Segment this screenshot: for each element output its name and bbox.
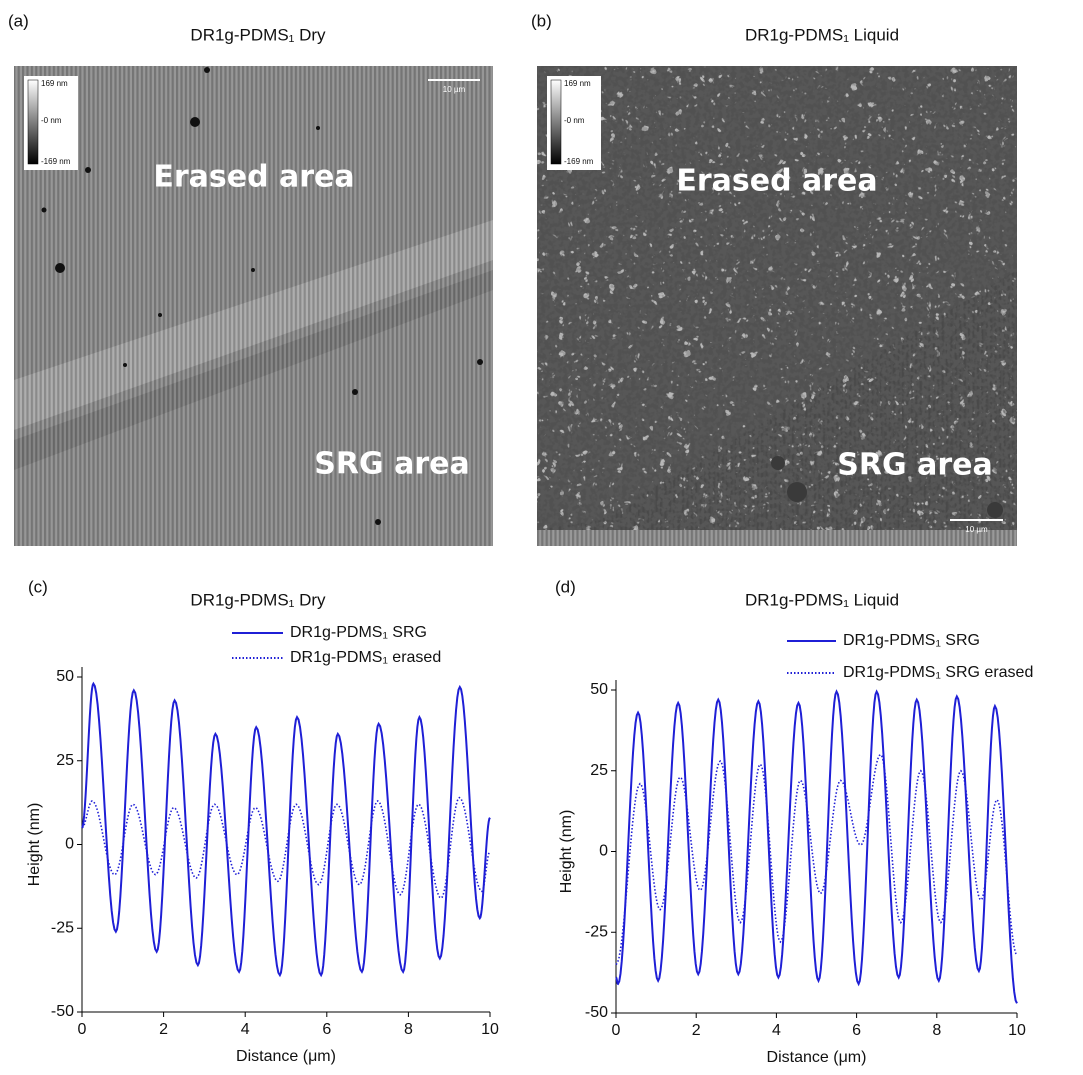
x-axis-label: Distance (μm) [236,1048,336,1065]
afm-image-a [14,66,493,546]
scale-bar-label: 10 µm [965,525,988,534]
series-line [81,681,491,978]
region-label: SRG area [314,447,469,482]
x-tick-label: 6 [322,1021,331,1038]
panel-label: (d) [555,577,576,596]
colorbar-label: -0 nm [41,116,62,125]
region-label: Erased area [153,160,354,195]
y-tick-label: -25 [585,923,608,940]
region-label: SRG area [837,448,992,483]
y-tick-label: 25 [56,752,74,769]
colorbar [550,79,562,165]
y-tick-label: -50 [51,1003,74,1020]
y-axis-label: Height (nm) [26,803,43,887]
y-axis-label: Height (nm) [558,810,575,894]
x-tick-label: 4 [772,1022,781,1039]
x-tick-label: 2 [159,1021,168,1038]
chart-title: DR1g-PDMS₁ Liquid [745,590,899,609]
x-tick-label: 10 [1008,1022,1026,1039]
panel-label: (a) [8,11,29,30]
image-title: DR1g-PDMS₁ Dry [190,25,326,44]
colorbar-label: -0 nm [564,116,585,125]
panel-label: (b) [531,11,552,30]
x-tick-label: 4 [241,1021,250,1038]
series-line [615,689,1018,1004]
legend-label: DR1g-PDMS₁ SRG [290,624,427,641]
y-tick-label: 50 [56,668,74,685]
x-tick-label: 8 [932,1022,941,1039]
x-tick-label: 8 [404,1021,413,1038]
colorbar-label: 169 nm [41,79,68,88]
region-label: Erased area [676,164,877,199]
colorbar-label: 169 nm [564,79,591,88]
x-tick-label: 2 [692,1022,701,1039]
legend-label: DR1g-PDMS₁ erased [290,649,441,666]
y-tick-label: 0 [65,836,74,853]
x-axis-label: Distance (μm) [767,1049,867,1066]
image-title: DR1g-PDMS₁ Liquid [745,25,899,44]
legend-label: DR1g-PDMS₁ SRG [843,632,980,649]
legend-label: DR1g-PDMS₁ SRG erased [843,664,1033,681]
afm-image-b [537,66,1017,546]
colorbar-label: -169 nm [564,157,594,166]
colorbar-label: -169 nm [41,157,71,166]
x-tick-label: 6 [852,1022,861,1039]
x-tick-label: 10 [481,1021,499,1038]
y-tick-label: 50 [590,681,608,698]
y-tick-label: -50 [585,1004,608,1021]
colorbar [27,79,39,165]
y-tick-label: -25 [51,919,74,936]
y-tick-label: 0 [599,843,608,860]
scale-bar-label: 10 µm [443,85,466,94]
series-line [615,753,1018,966]
panel-label: (c) [28,577,48,596]
x-tick-label: 0 [78,1021,87,1038]
x-tick-label: 0 [612,1022,621,1039]
y-tick-label: 25 [590,762,608,779]
chart-title: DR1g-PDMS₁ Dry [190,590,326,609]
